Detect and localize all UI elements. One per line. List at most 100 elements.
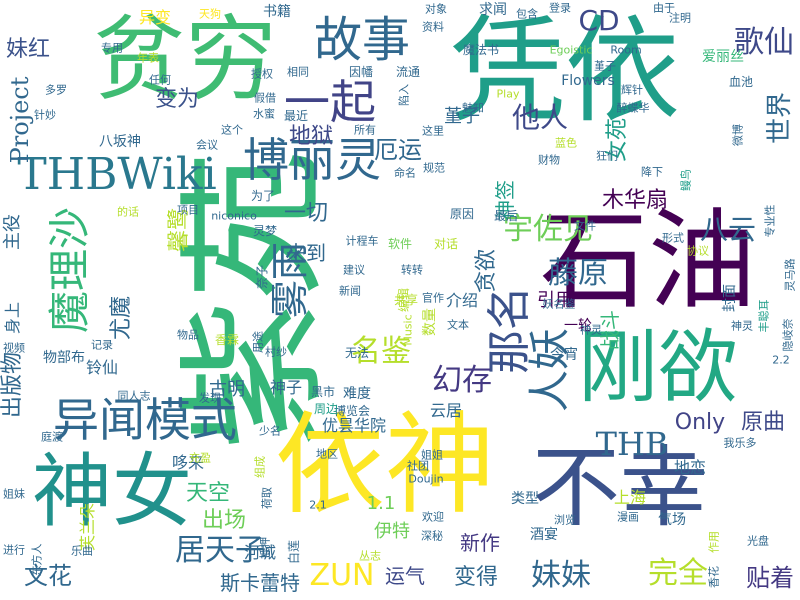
cloud-word: 战斗 bbox=[598, 310, 622, 350]
cloud-word: 新闻 bbox=[339, 284, 361, 298]
cloud-word: 软件 bbox=[387, 237, 413, 251]
cloud-word: 专用 bbox=[101, 41, 123, 55]
cloud-word: 奈子 bbox=[255, 264, 269, 290]
cloud-word: 他人 bbox=[511, 101, 569, 134]
cloud-word: 姐姐 bbox=[421, 448, 443, 462]
cloud-word: 年表 bbox=[137, 51, 159, 65]
cloud-word: 专业性 bbox=[763, 204, 777, 238]
cloud-word: 出场 bbox=[201, 508, 247, 533]
cloud-word: 贫穷 bbox=[92, 6, 278, 113]
cloud-word: 地狱 bbox=[288, 124, 334, 149]
cloud-word: 魔理沙 bbox=[45, 206, 94, 334]
cloud-word: 物部布 bbox=[43, 350, 85, 366]
cloud-word: 身上 bbox=[3, 301, 22, 335]
cloud-word: 相同 bbox=[287, 65, 309, 79]
cloud-word: 抵押 bbox=[258, 537, 272, 559]
cloud-word: 贪欲 bbox=[474, 248, 499, 294]
cloud-word: 所有 bbox=[354, 123, 376, 137]
cloud-word: 河城 bbox=[243, 543, 277, 562]
cloud-word: 血池 bbox=[728, 75, 754, 89]
cloud-word: 博览会 bbox=[333, 404, 371, 418]
cloud-word: 斯卡蕾特 bbox=[220, 571, 300, 595]
cloud-word: 会议 bbox=[196, 138, 218, 152]
cloud-word: 出版物 bbox=[0, 351, 25, 419]
cloud-word: 由于 bbox=[653, 1, 675, 15]
cloud-word: 辉针 bbox=[621, 83, 643, 97]
cloud-word: 妖名鉴 bbox=[542, 297, 576, 311]
cloud-word: 一起 bbox=[284, 75, 376, 129]
cloud-word: 异变 bbox=[138, 8, 172, 27]
cloud-word: 世界 bbox=[765, 91, 795, 145]
cloud-word: 石油 bbox=[539, 199, 757, 324]
cloud-word: 一轮 bbox=[564, 318, 592, 334]
cloud-word: 来到 bbox=[286, 241, 326, 265]
cloud-word: 多罗 bbox=[45, 83, 67, 97]
cloud-word: 魔法书 bbox=[462, 43, 500, 57]
cloud-word: 记录 bbox=[91, 338, 113, 352]
cloud-word: 编辑 bbox=[397, 287, 411, 313]
cloud-word: ZUN bbox=[309, 558, 375, 593]
cloud-word: 1.1 bbox=[366, 493, 396, 514]
cloud-word: 漫画 bbox=[617, 510, 639, 524]
cloud-word: 介绍 bbox=[445, 291, 479, 310]
cloud-word: 最后 bbox=[493, 209, 519, 223]
cloud-word: 丛志 bbox=[359, 549, 381, 563]
cloud-word: 同人志 bbox=[117, 389, 151, 403]
cloud-word: 变为 bbox=[154, 87, 200, 112]
cloud-word: 新作 bbox=[460, 531, 500, 555]
cloud-word: 神子 bbox=[269, 378, 303, 397]
cloud-word: 财物 bbox=[538, 153, 560, 167]
cloud-word: 运气 bbox=[385, 564, 425, 588]
cloud-word: 书籍 bbox=[263, 4, 291, 20]
cloud-word: 注明 bbox=[669, 11, 691, 25]
cloud-word: 共享 bbox=[393, 293, 419, 307]
cloud-word: 上海 bbox=[613, 488, 647, 507]
cloud-word: 这个 bbox=[221, 123, 243, 137]
cloud-word: 依神 bbox=[275, 401, 495, 529]
cloud-word: 最近 bbox=[283, 109, 309, 123]
cloud-word: 地恋 bbox=[673, 458, 707, 477]
cloud-word: 丰聪耳 bbox=[757, 299, 771, 333]
cloud-word: 水蜜 bbox=[253, 107, 275, 121]
cloud-word: 一切 bbox=[283, 201, 329, 226]
cloud-word: 充盈 bbox=[189, 451, 211, 465]
cloud-word: 乐曲 bbox=[71, 544, 93, 558]
cloud-word: 组成 bbox=[253, 456, 267, 478]
cloud-word: 博丽灵 bbox=[243, 133, 381, 187]
cloud-word: 神灵 bbox=[731, 319, 753, 333]
cloud-word: 主役 bbox=[2, 214, 23, 250]
cloud-word: 无法 bbox=[344, 346, 370, 360]
cloud-word: 假借 bbox=[254, 91, 276, 105]
cloud-word: 狂们 bbox=[596, 149, 618, 163]
cloud-word: 进行 bbox=[3, 543, 25, 557]
cloud-word: 八坂神 bbox=[99, 134, 141, 150]
cloud-word: 云居 bbox=[429, 401, 463, 420]
cloud-word: 形式 bbox=[662, 231, 684, 245]
cloud-word: 八云 bbox=[699, 213, 757, 246]
cloud-word: 这里 bbox=[422, 124, 444, 138]
cloud-word: 伊特 bbox=[374, 521, 410, 542]
cloud-word: 包含 bbox=[516, 7, 538, 21]
cloud-word: 尤魔 bbox=[109, 295, 134, 341]
cloud-word: 优昙华院 bbox=[321, 416, 387, 435]
cloud-word: 居天子 bbox=[175, 533, 265, 568]
cloud-word: 妹红 bbox=[5, 37, 51, 62]
cloud-word: 魅知 bbox=[462, 101, 484, 115]
cloud-word: 登录 bbox=[549, 1, 571, 15]
cloud-word: 隐岐奈 bbox=[781, 318, 795, 352]
cloud-word: 命名 bbox=[394, 166, 416, 180]
cloud-word: 求闻 bbox=[479, 2, 507, 18]
cloud-word: 微博 bbox=[731, 124, 745, 146]
cloud-word: 2.2 bbox=[772, 353, 790, 367]
cloud-word: 原因 bbox=[449, 207, 475, 221]
cloud-word: 浏览 bbox=[554, 513, 576, 527]
cloud-word: 完全 bbox=[648, 556, 708, 591]
cloud-word: 物品 bbox=[177, 328, 199, 342]
cloud-word: 故事 bbox=[313, 12, 411, 68]
cloud-word: 文花 bbox=[24, 562, 72, 590]
cloud-word: THB bbox=[595, 425, 669, 463]
cloud-word: 作用 bbox=[707, 531, 721, 553]
cloud-word: 地区 bbox=[316, 447, 338, 461]
cloud-word: 蓝色 bbox=[555, 136, 577, 150]
cloud-word: 灵马路 bbox=[783, 258, 797, 292]
